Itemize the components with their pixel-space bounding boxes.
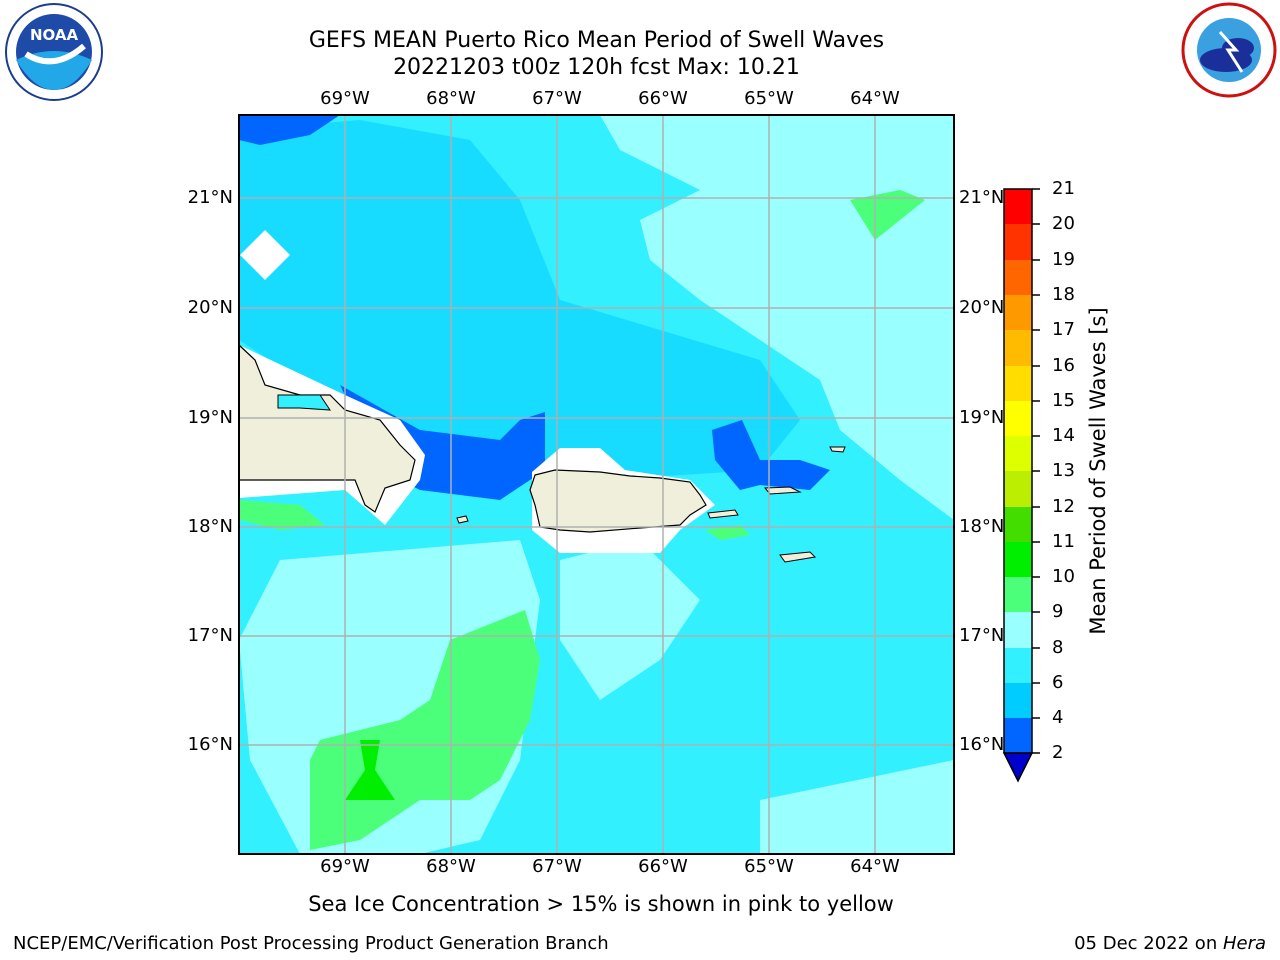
- footer-branch: NCEP/EMC/Verification Post Processing Pr…: [13, 933, 609, 954]
- colorbar-tick: 15: [1052, 390, 1075, 411]
- colorbar-tick: 8: [1052, 637, 1064, 658]
- land-hispaniola: [239, 344, 416, 513]
- colorbar-tick: 20: [1052, 213, 1075, 234]
- colorbar-tick: 4: [1052, 707, 1064, 728]
- colorbar-tick: 19: [1052, 249, 1075, 270]
- lat-label-left-18n: 18°N: [187, 516, 233, 537]
- lon-label-top-66w: 66°W: [638, 88, 688, 109]
- lat-label-right-17n: 17°N: [959, 625, 1005, 646]
- lon-label-bottom-66w: 66°W: [638, 856, 688, 877]
- swell-zone-9-10s-ne: [850, 190, 925, 240]
- lat-label-left-20n: 20°N: [187, 297, 233, 318]
- colorbar-tick: 13: [1052, 460, 1075, 481]
- swell-zone-8-9s-southeast: [760, 760, 954, 854]
- bay-samana: [277, 394, 331, 411]
- lat-label-left-21n: 21°N: [187, 187, 233, 208]
- lon-label-bottom-69w: 69°W: [320, 856, 370, 877]
- lon-label-bottom-65w: 65°W: [744, 856, 794, 877]
- lat-label-right-19n: 19°N: [959, 407, 1005, 428]
- lat-label-right-21n: 21°N: [959, 187, 1005, 208]
- lon-label-top-64w: 64°W: [850, 88, 900, 109]
- colorbar-tick: 14: [1052, 425, 1075, 446]
- lon-label-top-67w: 67°W: [532, 88, 582, 109]
- swell-zone-10-11s: [345, 740, 395, 800]
- footer-date-text: 05 Dec 2022 on: [1074, 933, 1223, 954]
- swell-zone-2-4s-nw: [239, 115, 340, 145]
- lat-label-right-16n: 16°N: [959, 734, 1005, 755]
- mask-white-nw: [240, 230, 290, 280]
- svg-text:NOAA: NOAA: [30, 26, 79, 44]
- lat-label-left-17n: 17°N: [187, 625, 233, 646]
- noaa-logo: NOAA: [5, 3, 103, 101]
- colorbar-tick: 2: [1052, 742, 1064, 763]
- lon-label-top-69w: 69°W: [320, 88, 370, 109]
- sea-ice-note-text: Sea Ice Concentration > 15% is shown in …: [308, 892, 894, 916]
- colorbar-tick: 12: [1052, 496, 1075, 517]
- lat-label-left-19n: 19°N: [187, 407, 233, 428]
- swell-zone-6-8s: [239, 120, 800, 480]
- land-puerto-rico: [529, 469, 707, 533]
- lat-label-right-20n: 20°N: [959, 297, 1005, 318]
- sea-ice-note: Sea Ice Concentration > 15% is shown in …: [0, 891, 1280, 917]
- footer-host: Hera: [1222, 933, 1266, 954]
- land-vieques: [707, 509, 739, 519]
- colorbar-tick: 6: [1052, 672, 1064, 693]
- chart-subtitle: 20221203 t00z 120h fcst Max: 10.21: [393, 55, 800, 80]
- map-gridlines: [239, 115, 954, 854]
- lon-label-top-68w: 68°W: [426, 88, 476, 109]
- colorbar-tick: 11: [1052, 531, 1075, 552]
- lon-label-bottom-67w: 67°W: [532, 856, 582, 877]
- swell-zone-9-10s-west: [239, 500, 325, 530]
- land-anegada: [829, 446, 846, 453]
- nws-logo: [1181, 2, 1277, 98]
- footer-date: 05 Dec 2022 on Hera: [1074, 933, 1266, 955]
- lon-label-top-65w: 65°W: [744, 88, 794, 109]
- lat-label-left-16n: 16°N: [187, 734, 233, 755]
- swell-zone-9-10s-vieques: [705, 525, 750, 540]
- lon-label-bottom-68w: 68°W: [426, 856, 476, 877]
- colorbar-tick: 10: [1052, 566, 1075, 587]
- colorbar-tick: 17: [1052, 319, 1075, 340]
- chart-title: GEFS MEAN Puerto Rico Mean Period of Swe…: [308, 28, 885, 53]
- lat-label-right-18n: 18°N: [959, 516, 1005, 537]
- colorbar-tick: 18: [1052, 284, 1075, 305]
- swell-zone-8-9s-center: [560, 540, 700, 700]
- colorbar: [1002, 188, 1040, 783]
- swell-zone-2-4s-east: [712, 420, 830, 490]
- land-st-croix: [779, 551, 817, 563]
- map-frame: [238, 114, 955, 855]
- land-mona: [456, 515, 469, 524]
- colorbar-tick: 21: [1052, 178, 1075, 199]
- colorbar-tick: 9: [1052, 601, 1064, 622]
- lon-label-bottom-64w: 64°W: [850, 856, 900, 877]
- colorbar-label: Mean Period of Swell Waves [s]: [1086, 307, 1110, 635]
- colorbar-tick: 16: [1052, 355, 1075, 376]
